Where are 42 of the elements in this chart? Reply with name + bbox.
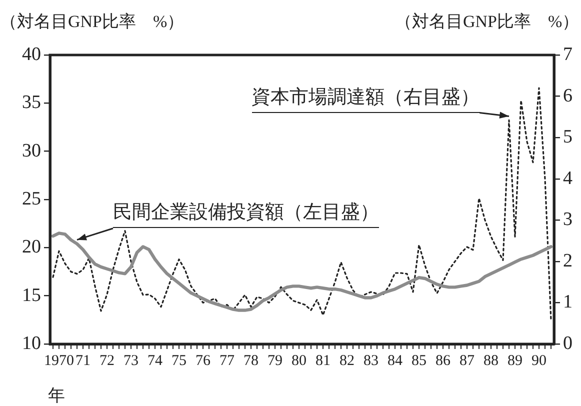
x-tick-label: 1970: [44, 352, 74, 369]
x-tick-label: 86: [436, 352, 451, 369]
x-tick-label: 79: [268, 352, 282, 369]
y-tick-label: 35: [22, 92, 41, 114]
y2-tick-label: 7: [563, 44, 572, 65]
x-tick-label: 87: [460, 352, 475, 369]
y2-tick-label: 4: [563, 168, 573, 189]
x-tick-label: 88: [484, 352, 498, 369]
line-series: [52, 87, 552, 321]
y-tick-label: 40: [22, 44, 41, 65]
series-label: 民間企業設備投資額（左目盛）: [113, 199, 379, 228]
y-tick-label: 20: [22, 236, 41, 258]
x-tick-label: 78: [244, 352, 258, 369]
x-tick-label: 73: [124, 352, 138, 369]
y2-tick-label: 2: [563, 250, 572, 272]
x-tick-label: 71: [76, 352, 90, 369]
x-tick-label: 77: [220, 352, 235, 369]
y2-tick-label: 5: [563, 126, 572, 148]
y-axis-title: （対名目GNP比率 %）: [0, 11, 184, 33]
y2-tick-label: 3: [563, 209, 572, 230]
y-tick-label: 15: [22, 284, 41, 306]
y-tick-label: 30: [22, 140, 41, 162]
series-label: 資本市場調達額（右目盛）: [252, 84, 480, 113]
y2-tick-label: 1: [563, 292, 572, 313]
x-tick-label: 83: [364, 352, 378, 369]
x-tick-label: 80: [292, 352, 306, 369]
x-tick-label: 89: [508, 352, 522, 369]
x-tick-label: 72: [100, 352, 114, 369]
x-axis-title: 年: [48, 385, 65, 406]
y-tick-label: 25: [22, 188, 41, 210]
y2-tick-label: 6: [563, 85, 572, 106]
x-tick-label: 75: [172, 352, 186, 369]
x-tick-label: 74: [148, 352, 163, 369]
x-tick-label: 85: [412, 352, 426, 369]
x-tick-label: 84: [388, 352, 403, 369]
y-tick-label: 10: [22, 332, 41, 354]
x-tick-label: 81: [316, 352, 330, 369]
x-tick-label: 90: [532, 352, 546, 369]
y2-axis-title: （対名目GNP比率 %）: [395, 11, 580, 33]
y2-tick-label: 0: [563, 332, 572, 354]
x-tick-label: 76: [196, 352, 211, 369]
x-tick-label: 82: [340, 352, 354, 369]
